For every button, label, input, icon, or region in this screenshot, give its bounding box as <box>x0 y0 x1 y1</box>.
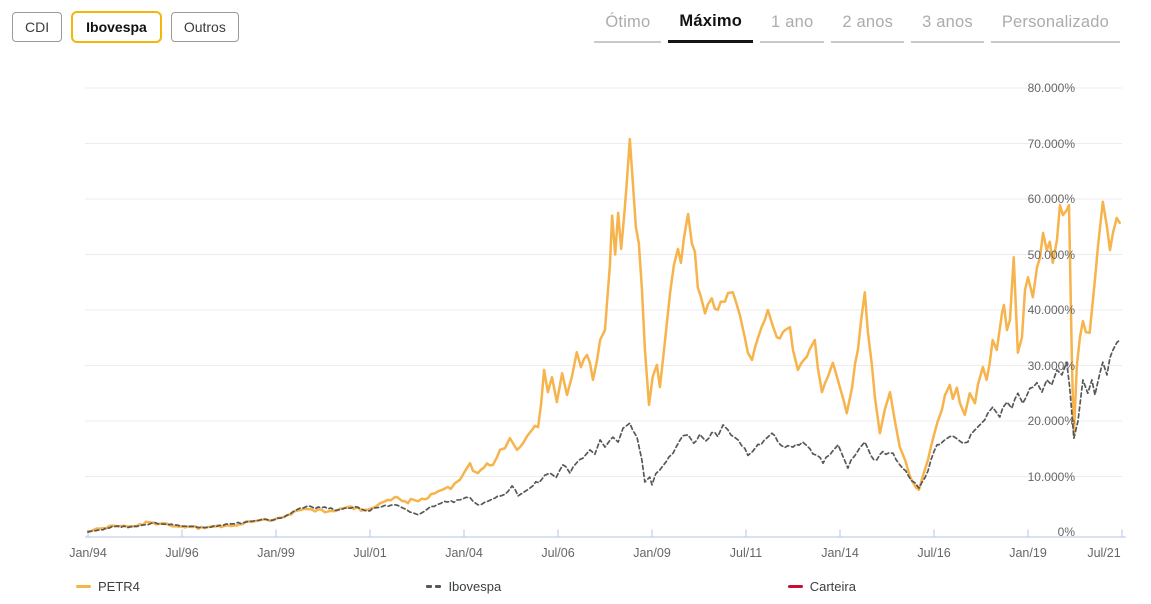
x-axis-label: Jan/19 <box>1009 546 1047 560</box>
tab-1-ano[interactable]: 1 ano <box>760 11 825 43</box>
tab-otimo[interactable]: Ótimo <box>594 11 662 43</box>
legend-item-ibovespa[interactable]: Ibovespa <box>426 579 501 594</box>
x-axis-label: Jan/94 <box>69 546 107 560</box>
x-axis-label: Jul/11 <box>729 546 763 560</box>
y-axis-label: 20.000% <box>1027 414 1075 428</box>
y-axis-label: 30.000% <box>1027 358 1075 373</box>
benchmark-toggle-cdi[interactable]: CDI <box>12 12 63 42</box>
y-axis-label: 10.000% <box>1027 469 1075 484</box>
y-axis-label: 50.000% <box>1027 247 1075 262</box>
petr4-line-swatch <box>76 585 91 588</box>
x-axis-label: Jul/96 <box>165 546 199 560</box>
x-axis-label: Jul/16 <box>917 546 951 560</box>
y-axis-label: 80.000% <box>1027 81 1075 95</box>
legend-item-carteira[interactable]: Carteira <box>787 579 856 594</box>
legend-item-petr4[interactable]: PETR4 <box>76 579 140 594</box>
x-axis-label: Jan/99 <box>257 546 295 560</box>
tab-maximo[interactable]: Máximo <box>668 10 754 43</box>
y-axis-label: 70.000% <box>1027 136 1075 151</box>
x-axis-label: Jan/09 <box>633 546 671 560</box>
ibovespa-dashed-swatch <box>426 585 442 588</box>
tab-2-anos[interactable]: 2 anos <box>831 11 905 43</box>
benchmark-toggle-outros[interactable]: Outros <box>170 12 239 42</box>
benchmark-toggles: CDI Ibovespa Outros <box>12 11 239 43</box>
carteira-line-swatch <box>787 585 803 588</box>
tab-personalizado[interactable]: Personalizado <box>990 11 1120 43</box>
tab-3-anos[interactable]: 3 anos <box>911 11 984 43</box>
y-axis-label: 40.000% <box>1027 303 1075 317</box>
y-axis-label: 60.000% <box>1027 192 1075 206</box>
benchmark-toggle-ibovespa[interactable]: Ibovespa <box>71 11 162 43</box>
x-axis-label: Jul/06 <box>541 546 575 560</box>
legend-label-ibovespa: Ibovespa <box>448 579 502 594</box>
x-axis-label: Jul/21 <box>1087 546 1121 560</box>
legend-label-carteira: Carteira <box>809 579 856 594</box>
legend-label-petr4: PETR4 <box>98 579 140 594</box>
y-axis-label: 0% <box>1057 525 1075 539</box>
x-axis-label: Jan/14 <box>821 546 859 560</box>
x-axis-label: Jan/04 <box>445 546 483 560</box>
period-tabs: Ótimo Máximo 1 ano 2 anos 3 anos Persona… <box>594 10 1120 43</box>
x-axis-label: Jul/01 <box>353 546 387 560</box>
chart-legend: PETR4 Ibovespa Carteira <box>76 579 856 594</box>
